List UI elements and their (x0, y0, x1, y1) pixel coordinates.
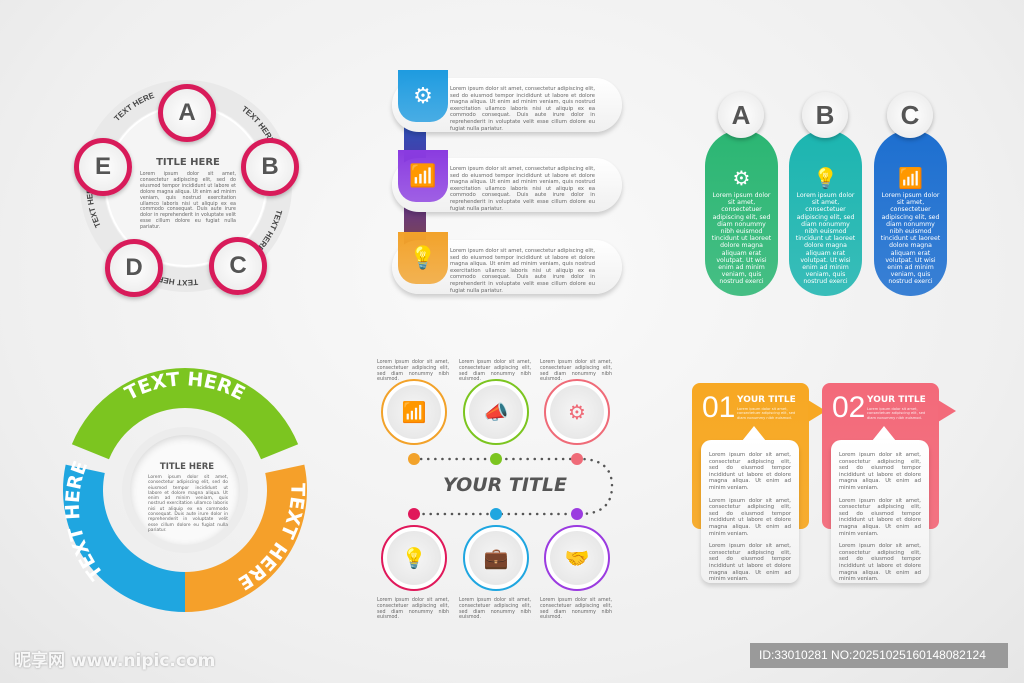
node-d[interactable]: D (105, 239, 163, 297)
step-panel: Lorem ipsum dolor sit amet, consectetur … (831, 440, 929, 583)
donut-title: TITLE HERE (159, 462, 215, 472)
growth-chart-icon: 📶 (401, 400, 427, 424)
donut-segment (71, 368, 299, 460)
step-title: YOUR TITLE (867, 395, 926, 405)
timeline-caption: Lorem ipsum dolor sit amet, consectetuer… (377, 360, 449, 383)
donut-segment (185, 464, 307, 612)
step-paragraph: Lorem ipsum dolor sit amet, consectetur … (839, 543, 921, 583)
timeline-step[interactable]: ⚙ (544, 379, 610, 445)
timeline-step-inner: 📣 (469, 385, 523, 439)
timeline-dot (408, 508, 420, 520)
lightbulb-icon: 💡 (401, 546, 427, 570)
watermark-logo: 昵享网 www.nipic.com (14, 651, 216, 671)
pill-text: Lorem ipsum dolor sit amet, consectetuer… (880, 192, 941, 286)
timeline-dot (571, 508, 583, 520)
timeline-caption: Lorem ipsum dolor sit amet, consectetuer… (459, 598, 531, 621)
info-bar-text: Lorem ipsum dolor sit amet, consectetur … (450, 248, 595, 294)
lightbulb-icon: 💡 (409, 245, 437, 271)
gear-icon: ⚙ (413, 83, 433, 109)
growth-chart-icon: 📶 (898, 166, 923, 190)
handshake-heart-icon: 🤝 (564, 546, 590, 570)
node-c[interactable]: C (209, 237, 267, 295)
timeline-step-inner: 💼 (469, 531, 523, 585)
step-paragraph: Lorem ipsum dolor sit amet, consectetur … (839, 452, 921, 491)
panel-notch (872, 426, 896, 441)
timeline-step[interactable]: 📶 (381, 379, 447, 445)
timeline-caption: Lorem ipsum dolor sit amet, consectetuer… (540, 360, 612, 383)
megaphone-icon: 📣 (483, 400, 509, 424)
gear-icon: ⚙ (732, 166, 751, 190)
donut-center (130, 435, 240, 545)
pill-letter-a[interactable]: A (718, 92, 764, 138)
step-number: 01 (702, 391, 736, 424)
timeline-caption: Lorem ipsum dolor sit amet, consectetuer… (459, 360, 531, 383)
info-bar-tab: 💡 (398, 232, 448, 284)
info-bar-tab: ⚙ (398, 70, 448, 122)
step-paragraph: Lorem ipsum dolor sit amet, consectetur … (839, 497, 921, 537)
info-bar-text: Lorem ipsum dolor sit amet, consectetur … (450, 86, 595, 132)
timeline-step-inner: 📶 (387, 385, 441, 439)
step-title: YOUR TITLE (737, 395, 796, 405)
step-panel: Lorem ipsum dolor sit amet, consectetur … (701, 440, 799, 583)
step-subtitle: Lorem ipsum dolor sit amet, consectetuer… (867, 407, 926, 420)
pill-text: Lorem ipsum dolor sit amet, consectetuer… (711, 192, 772, 286)
timeline-caption: Lorem ipsum dolor sit amet, consectetuer… (540, 598, 612, 621)
panel-notch (742, 426, 766, 441)
timeline-step-inner: 🤝 (550, 531, 604, 585)
info-bar-tab: 📶 (398, 150, 448, 202)
timeline-step-inner: ⚙ (550, 385, 604, 439)
timeline-step-inner: 💡 (387, 531, 441, 585)
pill-text: Lorem ipsum dolor sit amet, consectetuer… (795, 192, 856, 286)
gear-icon: ⚙ (568, 400, 586, 424)
node-a[interactable]: A (158, 84, 216, 142)
watermark-id: ID:33010281 NO:20251025160148082124 (750, 643, 1008, 668)
timeline-dot (571, 453, 583, 465)
timeline-dot (490, 508, 502, 520)
arrow-icon (938, 400, 956, 422)
pill-card: 💡 Lorem ipsum dolor sit amet, consectetue… (789, 130, 862, 296)
step-paragraph: Lorem ipsum dolor sit amet, consectetur … (709, 497, 791, 537)
timeline-title: YOUR TITLE (443, 474, 567, 496)
pill-card: ⚙ Lorem ipsum dolor sit amet, consectetue… (705, 130, 778, 296)
step-subtitle: Lorem ipsum dolor sit amet, consectetuer… (737, 407, 796, 420)
pill-card: 📶 Lorem ipsum dolor sit amet, consectetue… (874, 130, 947, 296)
pentagon-title: TITLE HERE (156, 157, 220, 168)
pill-letter-b[interactable]: B (802, 92, 848, 138)
donut-body: Lorem ipsum dolor sit amet, consectetur … (148, 475, 228, 533)
timeline-step[interactable]: 🤝 (544, 525, 610, 591)
timeline-step[interactable]: 💼 (463, 525, 529, 591)
node-b[interactable]: B (241, 138, 299, 196)
pill-letter-c[interactable]: C (887, 92, 933, 138)
timeline-dot (408, 453, 420, 465)
growth-chart-icon: 📶 (409, 163, 437, 189)
info-bar-text: Lorem ipsum dolor sit amet, consectetur … (450, 166, 595, 212)
timeline-caption: Lorem ipsum dolor sit amet, consectetuer… (377, 598, 449, 621)
lightbulb-icon: 💡 (813, 166, 838, 190)
step-paragraph: Lorem ipsum dolor sit amet, consectetur … (709, 543, 791, 583)
pentagon-body: Lorem ipsum dolor sit amet, consectetur … (140, 172, 236, 231)
timeline-step[interactable]: 📣 (463, 379, 529, 445)
briefcase-icon: 💼 (483, 546, 509, 570)
timeline-step[interactable]: 💡 (381, 525, 447, 591)
step-paragraph: Lorem ipsum dolor sit amet, consectetur … (709, 452, 791, 491)
step-number: 02 (832, 391, 866, 424)
node-e[interactable]: E (74, 138, 132, 196)
donut-segment (62, 464, 186, 612)
info-bar: Lorem ipsum dolor sit amet, consectetur … (392, 158, 622, 212)
arrow-icon (808, 400, 826, 422)
timeline-dot (490, 453, 502, 465)
